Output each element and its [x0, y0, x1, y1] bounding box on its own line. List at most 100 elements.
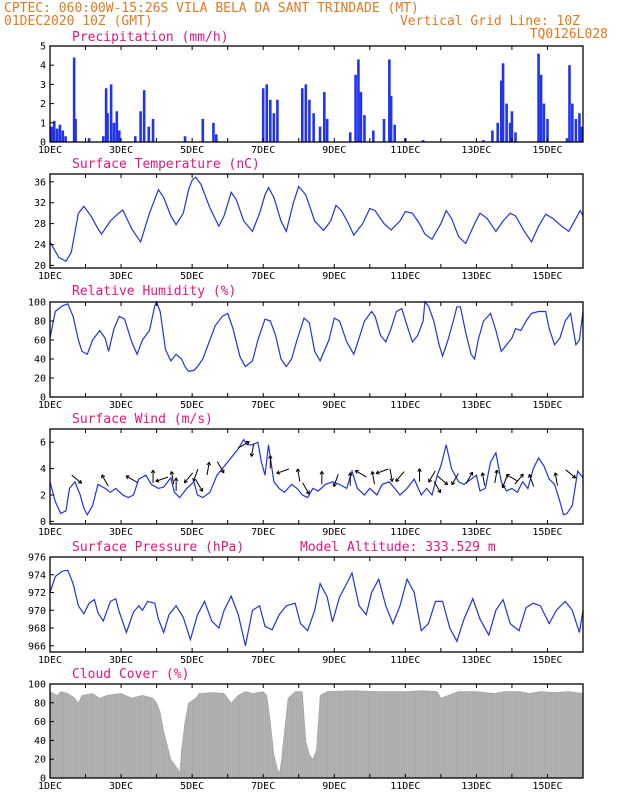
- precip-bar: [304, 84, 308, 142]
- header-grid-line: Vertical Grid Line: 10Z: [400, 14, 580, 29]
- wind-arrow-shaft: [494, 470, 498, 483]
- precip-x-tick-label: 13DEC: [461, 145, 491, 156]
- wind-arrow-head: [505, 474, 510, 478]
- wind-x-tick-label: 11DEC: [390, 527, 420, 538]
- wind-arrow-head: [348, 472, 353, 476]
- wind-arrow-shaft: [433, 481, 441, 493]
- precip-bar: [109, 84, 113, 142]
- wind-arrow: [268, 455, 273, 469]
- wind-arrow: [237, 441, 250, 449]
- precip-bar: [61, 130, 65, 142]
- precip-bar: [104, 88, 108, 142]
- precip-bar: [276, 99, 279, 142]
- precip-bar: [318, 126, 322, 142]
- wind-arrow: [302, 482, 310, 495]
- precip-bar: [151, 118, 155, 142]
- wind-arrow-shaft: [250, 443, 255, 457]
- wind-arrow-head: [173, 477, 179, 482]
- cloud-x-tick-label: 11DEC: [390, 781, 420, 792]
- header-model-code: TQ0126L028: [530, 27, 608, 42]
- precip-bar: [58, 124, 62, 142]
- wind-arrow-head: [444, 481, 449, 486]
- wind-arrow-shaft: [192, 468, 199, 482]
- precip-bar: [542, 103, 546, 142]
- wind-arrow-shaft: [389, 468, 393, 482]
- precip-bar: [565, 138, 569, 142]
- wind-arrow-head: [245, 441, 250, 445]
- pressure-y-tick-label: 976: [28, 553, 46, 564]
- precip-bar: [482, 140, 485, 142]
- precip-bar: [546, 118, 549, 142]
- precip-bar: [323, 92, 326, 142]
- precip-bar: [139, 111, 142, 142]
- precip-bar: [115, 111, 119, 142]
- precip-bar: [491, 130, 494, 142]
- wind-arrow: [150, 469, 156, 483]
- wind-arrow-head: [169, 471, 175, 475]
- cloud-x-tick-label: 7DEC: [251, 781, 275, 792]
- precip-y-tick-label: 3: [40, 80, 46, 91]
- model-altitude: Model Altitude: 333.529 m: [300, 540, 496, 555]
- wind-arrow-shaft: [465, 471, 473, 484]
- wind-arrow: [528, 473, 535, 487]
- precip-bar: [50, 126, 54, 142]
- temperature-title: Surface Temperature (nC): [72, 157, 260, 172]
- wind-arrow: [71, 474, 83, 484]
- wind-arrow: [169, 471, 175, 485]
- wind-arrow-head: [101, 474, 106, 479]
- wind-arrow: [206, 461, 211, 476]
- wind-arrow: [494, 469, 499, 483]
- wind-arrow: [348, 472, 353, 486]
- rh-series-line: [49, 300, 584, 373]
- precip-bar: [357, 59, 360, 142]
- wind-arrow-shaft: [155, 476, 169, 482]
- precip-bar: [359, 92, 363, 142]
- wind-arrow-shaft: [195, 479, 203, 492]
- precip-bar: [389, 95, 393, 142]
- wind-arrow-shaft: [355, 470, 367, 478]
- wind-arrow-head: [206, 461, 211, 466]
- wind-arrow-head: [469, 471, 474, 476]
- header-location: CPTEC: 060:00W-15:26S VILA BELA DA SANT …: [4, 1, 419, 16]
- wind-arrow-head: [125, 475, 130, 480]
- rh-x-tick-label: 1DEC: [38, 400, 62, 411]
- precip-bar: [183, 136, 187, 142]
- precip-bar: [501, 63, 505, 142]
- precip-bar: [52, 120, 56, 142]
- wind-arrow-head: [480, 472, 486, 477]
- cloud-y-tick-label: 0: [40, 774, 46, 785]
- wind-arrow-head: [192, 477, 197, 482]
- wind-x-tick-label: 13DEC: [461, 527, 491, 538]
- precip-bar: [354, 74, 357, 142]
- precip-bar: [508, 122, 512, 142]
- cloud-x-tick-label: 9DEC: [322, 781, 346, 792]
- pressure-x-tick-label: 3DEC: [109, 655, 133, 666]
- rh-x-tick-label: 13DEC: [461, 400, 491, 411]
- rh-x-tick-label: 5DEC: [180, 400, 204, 411]
- temp-y-tick-label: 28: [34, 219, 46, 230]
- wind-arrow-shaft: [297, 468, 301, 482]
- precip-bar: [55, 128, 59, 142]
- wind-arrow: [451, 473, 459, 486]
- wind-arrow: [319, 471, 325, 485]
- temp-y-tick-label: 36: [34, 177, 46, 188]
- rh-frame: [49, 301, 584, 398]
- precip-bar: [499, 80, 503, 142]
- precip-bar: [372, 130, 375, 142]
- wind-arrow: [389, 468, 394, 482]
- precip-bar: [510, 111, 514, 142]
- pressure-y-tick-label: 972: [28, 588, 46, 599]
- wind-arrow: [417, 468, 422, 482]
- precip-x-tick-label: 7DEC: [251, 145, 275, 156]
- pressure-y-tick-label: 974: [28, 570, 46, 581]
- precip-bar: [142, 90, 146, 142]
- precip-bar: [87, 138, 91, 142]
- precip-y-tick-label: 4: [40, 61, 46, 72]
- precip-bar: [505, 103, 508, 142]
- precip-bar: [393, 124, 396, 142]
- wind-arrow: [173, 477, 179, 491]
- wind-arrow: [125, 475, 138, 483]
- precip-bar: [64, 136, 67, 142]
- temp-y-tick-label: 32: [34, 198, 46, 209]
- wind-arrow-shaft: [237, 441, 250, 449]
